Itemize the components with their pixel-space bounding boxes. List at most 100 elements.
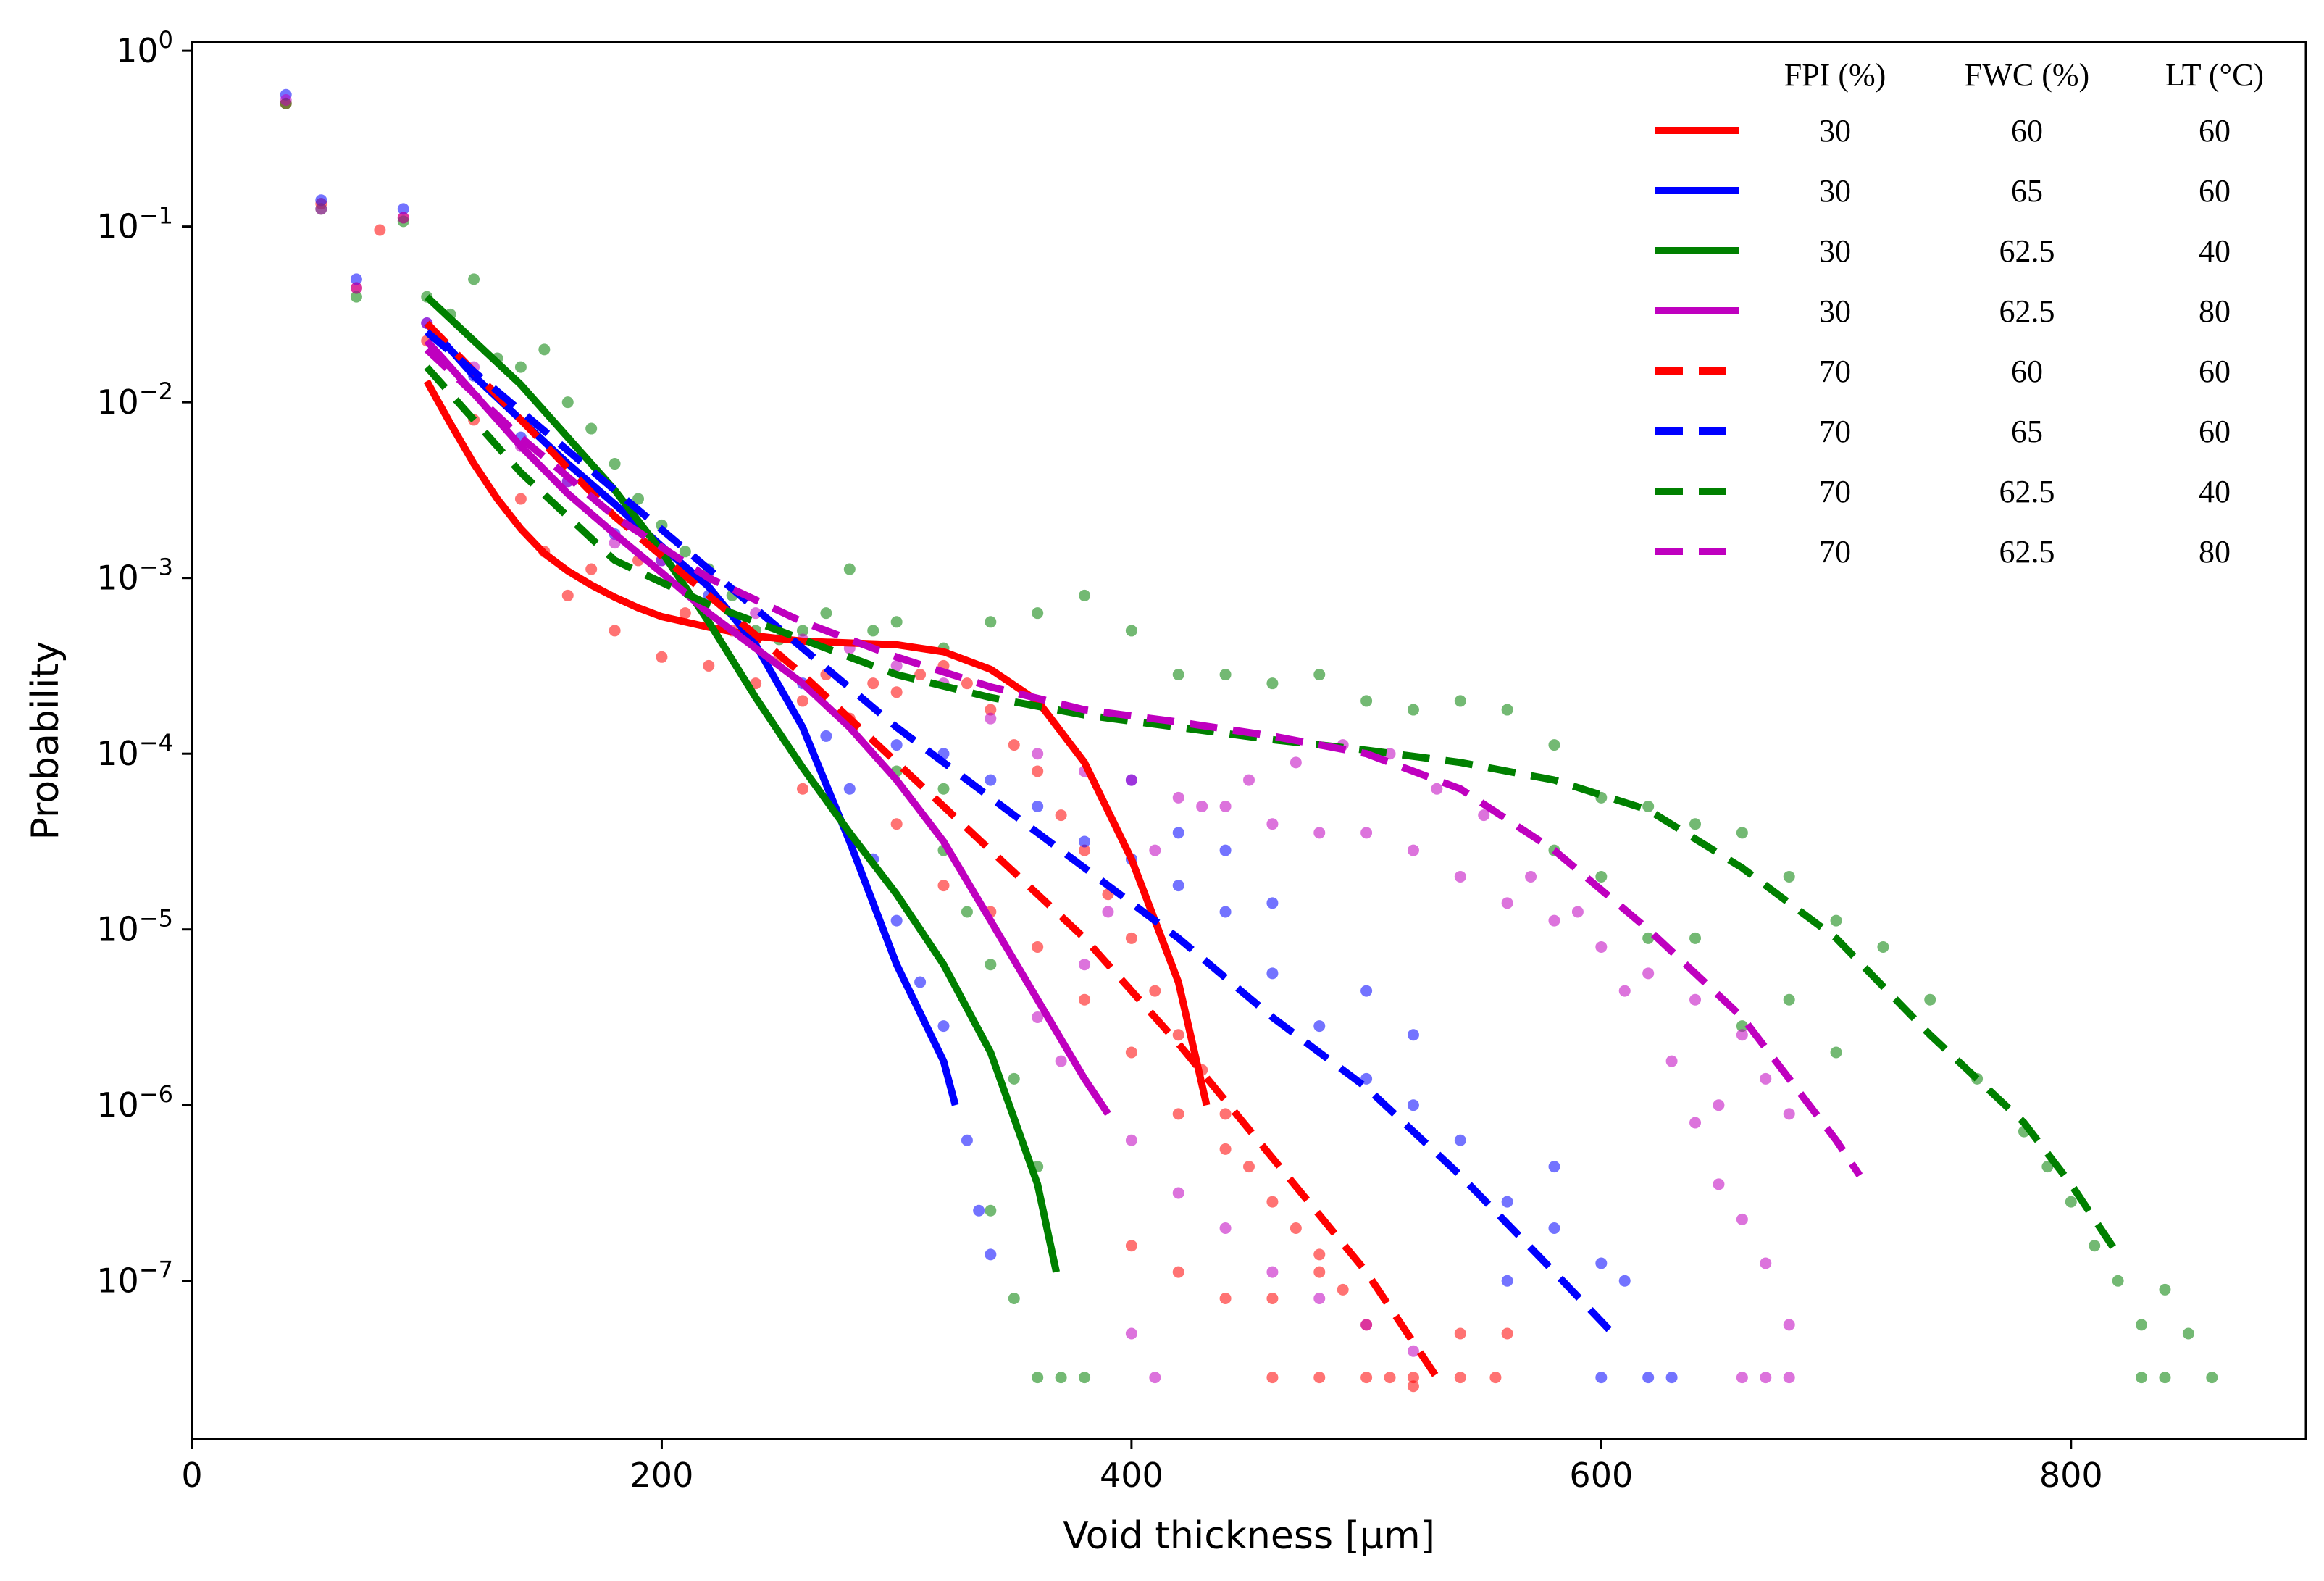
scatter-point-3-28 [1548, 914, 1560, 927]
y-tick-label-1: 10−1 [96, 202, 173, 246]
scatter-point-3-61 [1713, 1099, 1725, 1111]
legend-header-1: FWC (%) [1965, 57, 2089, 93]
scatter-point-0-3 [374, 224, 386, 236]
scatter-point-3-11 [750, 607, 762, 620]
scatter-point-0-67 [1219, 1292, 1232, 1304]
scatter-point-0-30 [1055, 809, 1067, 822]
scatter-point-3-2 [350, 282, 362, 294]
scatter-point-1-38 [1618, 1275, 1631, 1287]
legend-cell-4-1: 60 [2011, 354, 2043, 389]
scatter-point-3-0 [280, 94, 292, 107]
scatter-point-3-55 [1431, 783, 1443, 795]
scatter-point-1-3 [397, 203, 409, 215]
scatter-point-0-34 [1149, 985, 1161, 997]
scatter-point-2-61 [1736, 1020, 1748, 1033]
legend-cell-3-2: 80 [2199, 293, 2231, 329]
scatter-point-2-26 [985, 616, 997, 628]
scatter-point-2-2 [350, 291, 362, 303]
scatter-point-0-23 [890, 686, 903, 698]
scatter-point-2-45 [1877, 940, 1889, 953]
scatter-point-1-14 [843, 783, 856, 795]
y-tick-label-7: 10−7 [96, 1256, 173, 1301]
scatter-point-3-65 [1266, 1266, 1279, 1278]
scatter-point-1-1 [315, 194, 327, 207]
series-layer [423, 293, 2121, 1380]
legend-cell-7-1: 62.5 [1999, 534, 2055, 570]
legend-cell-6-1: 62.5 [1999, 474, 2055, 509]
scatter-point-2-71 [985, 1204, 997, 1217]
scatter-point-1-24 [985, 774, 997, 786]
y-tick-label-5: 10−5 [96, 905, 173, 949]
scatter-point-0-47 [1501, 1327, 1513, 1340]
legend-cell-2-0: 30 [1819, 233, 1851, 269]
scatter-point-3-49 [1149, 844, 1161, 856]
scatter-point-0-10 [585, 563, 598, 575]
scatter-point-2-21 [820, 607, 832, 620]
scatter-point-3-27 [1501, 897, 1513, 909]
scatter-point-2-38 [1548, 739, 1560, 751]
scatter-point-1-16 [890, 914, 903, 927]
scatter-point-0-22 [867, 677, 879, 690]
x-tick-label-3: 600 [1569, 1456, 1633, 1495]
x-axis: 0 200 400 600 800 [181, 1439, 2103, 1495]
scatter-point-3-62 [1125, 1134, 1137, 1146]
scatter-point-2-12 [609, 458, 621, 470]
scatter-point-0-7 [514, 493, 527, 505]
scatter-point-0-59 [1079, 993, 1091, 1006]
scatter-point-2-69 [1008, 1072, 1020, 1085]
legend-cell-0-1: 60 [2011, 113, 2043, 149]
scatter-point-2-37 [1501, 704, 1513, 716]
scatter-point-2-22 [843, 563, 856, 575]
legend-header-2: LT (°C) [2165, 57, 2264, 93]
scatter-point-0-14 [679, 607, 691, 620]
x-tick-label-4: 800 [2039, 1456, 2103, 1495]
scatter-point-3-54 [1384, 748, 1396, 760]
scatter-point-3-42 [1760, 1372, 1772, 1384]
scatter-point-3-60 [1665, 1055, 1678, 1067]
scatter-point-3-47 [1055, 1055, 1067, 1067]
scatter-point-1-41 [1665, 1372, 1678, 1384]
scatter-point-3-34 [1783, 1108, 1795, 1120]
scatter-point-0-50 [1360, 1372, 1373, 1384]
scatter-point-1-39 [1642, 1372, 1655, 1384]
scatter-point-2-6 [468, 273, 480, 285]
y-tick-label-4: 10−4 [96, 729, 173, 773]
scatter-point-1-2 [350, 273, 362, 285]
scatter-point-0-45 [1407, 1380, 1419, 1393]
scatter-point-2-75 [1079, 1372, 1091, 1384]
scatter-point-3-66 [1313, 1292, 1326, 1304]
x-tick-label-2: 400 [1100, 1456, 1163, 1495]
legend-cell-6-0: 70 [1819, 474, 1851, 509]
scatter-point-0-64 [1313, 1266, 1326, 1278]
legend-header-0: FPI (%) [1784, 57, 1886, 93]
scatter-point-3-50 [1196, 800, 1208, 812]
scatter-point-3-44 [1149, 1372, 1161, 1384]
scatter-point-0-61 [1172, 1108, 1184, 1120]
scatter-point-2-73 [1032, 1372, 1044, 1384]
scatter-point-3-16 [985, 712, 997, 725]
legend-cell-2-1: 62.5 [1999, 233, 2055, 269]
legend-cell-4-2: 60 [2199, 354, 2231, 389]
scatter-point-0-58 [1032, 940, 1044, 953]
scatter-point-0-27 [985, 704, 997, 716]
scatter-point-2-44 [1830, 914, 1842, 927]
legend-cell-2-2: 40 [2199, 233, 2231, 269]
y-tick-label-6: 10−6 [96, 1080, 173, 1125]
scatter-point-1-46 [1266, 897, 1279, 909]
legend-cell-5-1: 65 [2011, 414, 2043, 449]
scatter-point-1-25 [1032, 800, 1044, 812]
series-line-2 [424, 293, 1060, 1273]
scatter-point-1-42 [1501, 1275, 1513, 1287]
scatter-point-0-33 [1125, 932, 1137, 944]
scatter-point-1-21 [985, 1248, 997, 1261]
scatter-point-2-40 [1642, 800, 1655, 812]
scatter-point-2-8 [514, 361, 527, 373]
scatter-point-3-19 [1125, 774, 1137, 786]
scatter-point-0-48 [1266, 1372, 1279, 1384]
scatter-point-0-52 [1454, 1372, 1466, 1384]
scatter-point-3-68 [1407, 1345, 1419, 1357]
scatter-point-2-49 [2041, 1161, 2054, 1173]
scatter-point-2-46 [1924, 993, 1936, 1006]
scatter-point-2-51 [2089, 1240, 2101, 1252]
scatter-point-0-46 [1454, 1327, 1466, 1340]
